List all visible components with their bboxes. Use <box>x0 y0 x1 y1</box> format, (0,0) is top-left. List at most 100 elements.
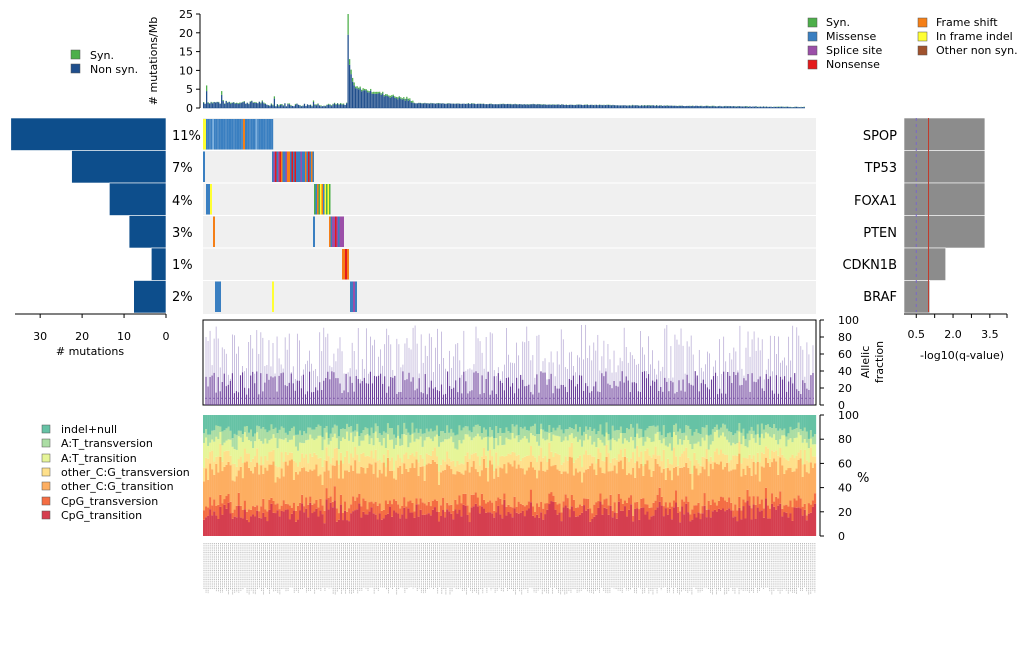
spectrum-segment <box>366 415 369 429</box>
burden-bar-nonsyn <box>759 106 762 108</box>
spectrum-segment <box>352 496 355 512</box>
spectrum-segment <box>576 472 580 508</box>
spectrum-segment <box>521 504 524 511</box>
spectrum-segment <box>805 472 808 516</box>
onco-cell <box>241 119 243 150</box>
spectrum-segment <box>566 440 569 461</box>
spectrum-segment <box>290 459 294 508</box>
spectrum-segment <box>538 434 541 446</box>
spectrum-segment <box>378 513 381 536</box>
burden-bar-nonsyn <box>336 103 339 108</box>
spectrum-segment <box>756 507 759 536</box>
spectrum-segment <box>793 429 796 439</box>
burden-bar-nonsyn <box>571 104 573 108</box>
burden-bar-nonsyn <box>758 106 760 108</box>
spectrum-segment <box>303 512 306 536</box>
spectrum-segment <box>303 506 306 513</box>
burden-bar-nonsyn <box>359 88 361 108</box>
burden-bar-nonsyn <box>204 103 206 108</box>
spectrum-segment <box>446 425 449 440</box>
burden-bar-syn <box>392 94 394 96</box>
spectrum-segment <box>460 443 463 464</box>
spectrum-segment <box>799 458 802 499</box>
spectrum-segment <box>732 469 735 511</box>
spectrum-segment <box>231 415 234 439</box>
spectrum-segment <box>468 472 471 513</box>
spectrum-segment <box>777 474 780 499</box>
spectrum-segment <box>738 441 741 454</box>
spectrum-segment <box>709 444 712 457</box>
legend-swatch-splice-site <box>807 45 818 56</box>
spectrum-segment <box>666 468 670 508</box>
spectrum-segment <box>809 447 813 463</box>
burden-tick-label: 5 <box>186 83 193 96</box>
spectrum-segment <box>685 462 688 497</box>
spectrum-segment <box>243 432 247 449</box>
spectrum-segment <box>444 517 447 536</box>
spectrum-segment <box>489 460 492 501</box>
burden-bar-syn <box>410 101 412 103</box>
spectrum-segment <box>515 512 518 536</box>
spectrum-segment <box>568 434 571 448</box>
spectrum-segment <box>695 468 698 506</box>
spectrum-segment <box>462 474 465 494</box>
spectrum-segment <box>699 519 702 536</box>
spectrum-segment <box>388 460 392 471</box>
spectrum-segment <box>423 465 426 481</box>
spectrum-segment <box>658 440 661 456</box>
spectrum-segment <box>605 457 608 499</box>
spectrum-segment <box>787 415 790 434</box>
spectrum-segment <box>321 505 324 515</box>
spectrum-segment <box>538 445 541 456</box>
spectrum-segment <box>513 438 516 453</box>
spectrum-segment <box>658 501 661 536</box>
spectrum-segment <box>742 415 745 429</box>
spectrum-segment <box>390 470 394 505</box>
spectrum-segment <box>203 510 206 520</box>
burden-bar-nonsyn <box>719 106 721 108</box>
spectrum-segment <box>241 463 245 479</box>
spectrum-segment <box>317 516 320 536</box>
burden-bars <box>203 14 805 109</box>
spectrum-segment <box>556 514 559 536</box>
onco-cell <box>282 151 284 182</box>
spectrum-segment <box>576 415 580 432</box>
spectrum-segment <box>254 506 257 517</box>
burden-bar-nonsyn <box>461 103 464 108</box>
burden-bar-nonsyn <box>779 106 781 108</box>
spectrum-segment <box>219 456 222 495</box>
spectrum-segment <box>425 514 428 536</box>
spectrum-segment <box>229 501 232 514</box>
spectrum-segment <box>581 446 584 468</box>
spectrum-segment <box>531 515 535 536</box>
spectrum-segment <box>546 431 549 440</box>
spectrum-segment <box>711 429 714 442</box>
spectrum-segment <box>511 415 514 425</box>
gene-name-foxa1: FOXA1 <box>854 194 897 209</box>
spectrum-segment <box>348 521 351 536</box>
spectrum-segment <box>785 470 788 505</box>
spectrum-segment <box>760 423 764 434</box>
spectrum-segment <box>339 460 343 495</box>
spectrum-segment <box>393 434 396 449</box>
spectrum-segment <box>360 506 363 518</box>
spectrum-segment <box>544 503 547 515</box>
spectrum-segment <box>515 506 518 513</box>
spectrum-segment <box>572 462 576 476</box>
spectrum-segment <box>501 504 504 519</box>
spectrum-segment <box>683 451 686 467</box>
burden-bar-nonsyn <box>210 102 212 108</box>
burden-bar-nonsyn <box>525 104 527 108</box>
spectrum-segment <box>278 466 281 479</box>
spectrum-segment <box>250 461 253 471</box>
burden-bar-nonsyn <box>734 106 736 108</box>
burden-bar-syn <box>407 98 409 101</box>
spectrum-segment <box>681 444 684 454</box>
burden-bar-nonsyn <box>309 104 312 108</box>
spectrum-segment <box>413 517 416 536</box>
burden-bar-nonsyn <box>663 105 665 108</box>
spectrum-segment <box>362 467 365 499</box>
spectrum-segment <box>211 505 214 516</box>
spectrum-segment <box>717 454 721 465</box>
spectrum-segment <box>235 434 238 450</box>
